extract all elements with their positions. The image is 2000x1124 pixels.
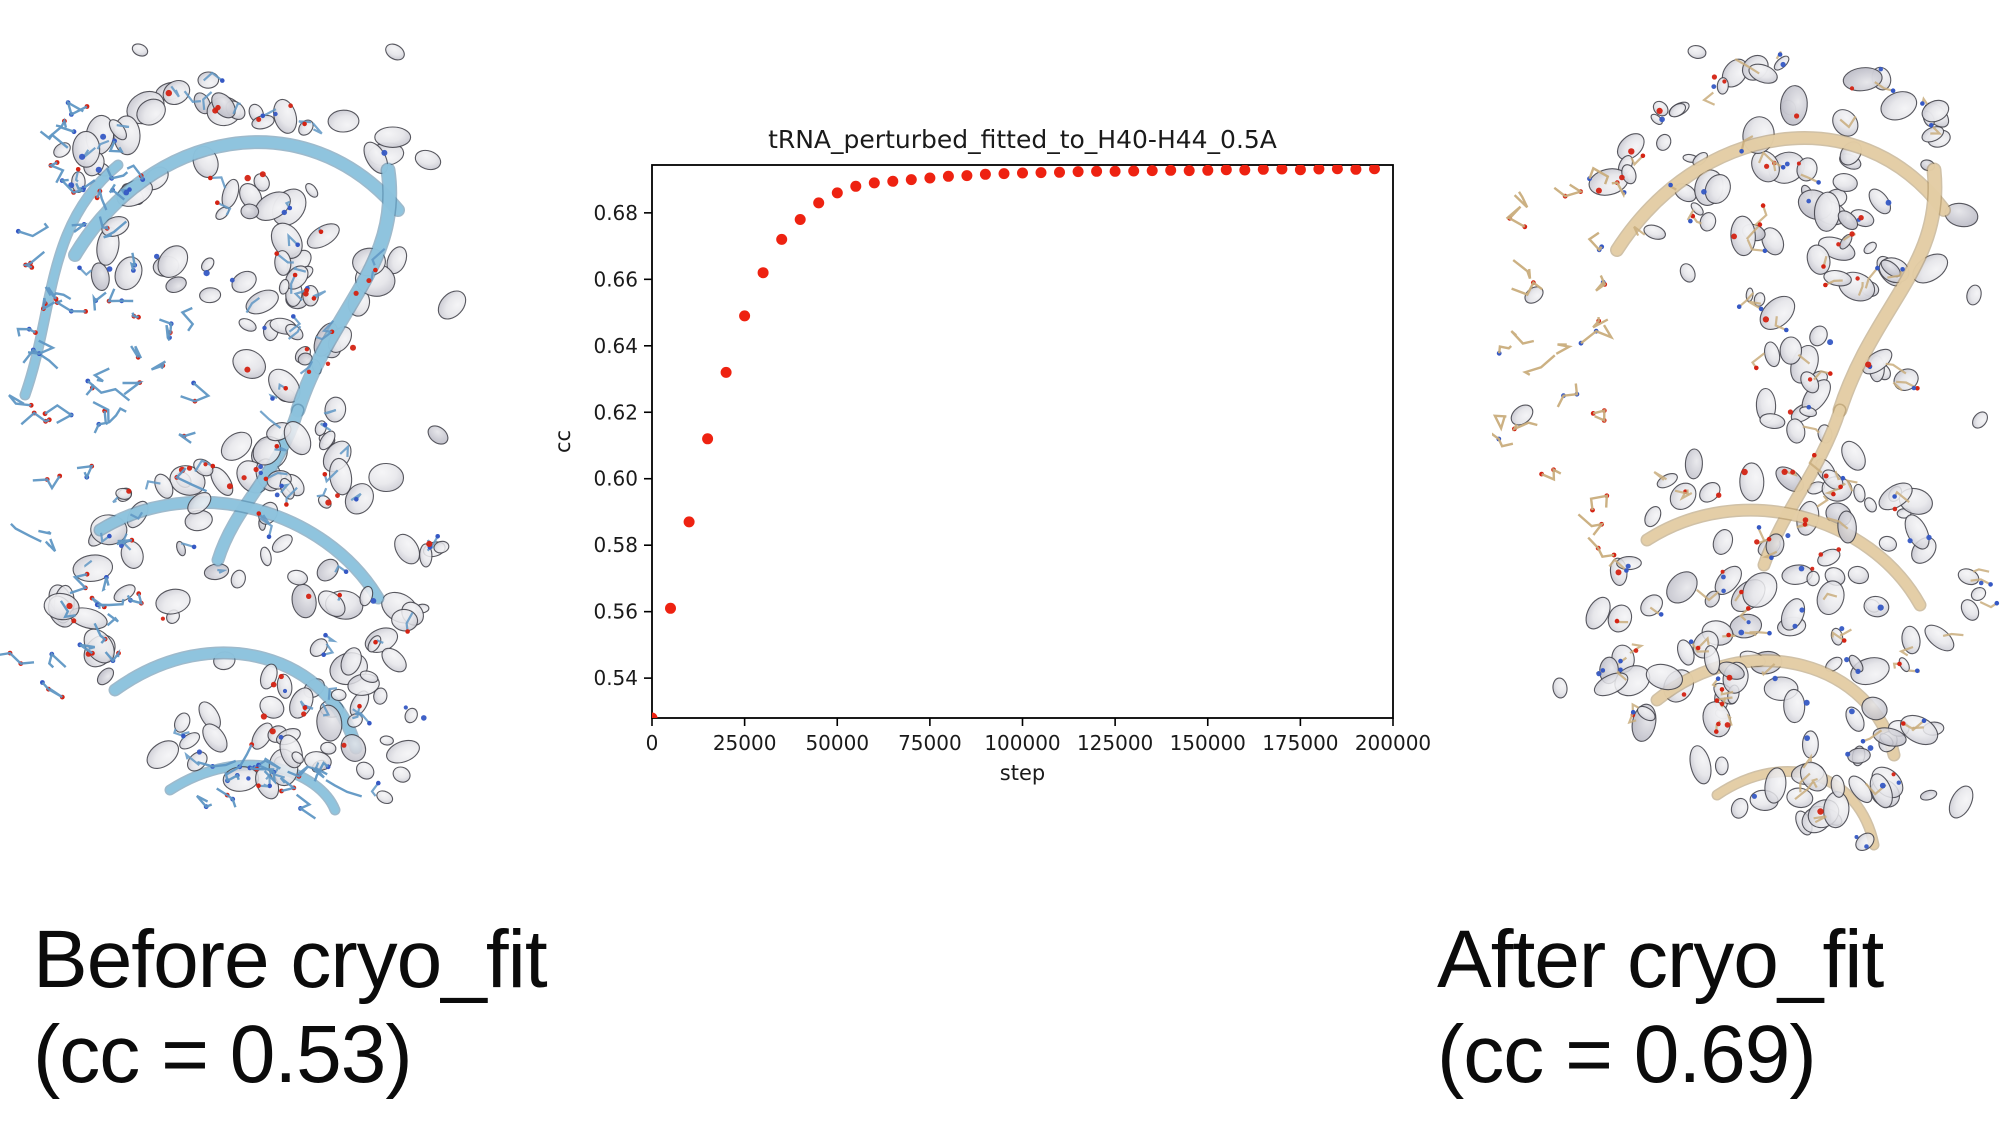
caption-after-line1: After cryo_fit — [1437, 914, 1884, 1005]
svg-text:0.66: 0.66 — [593, 267, 638, 291]
cc-convergence-chart: 0 25000 50000 75000 100000 125000 150000 175000… — [551, 125, 1431, 785]
svg-text:0.60: 0.60 — [593, 467, 638, 491]
svg-text:0.56: 0.56 — [593, 600, 638, 624]
svg-text:tRNA_perturbed_fitted_to_H40-H: tRNA_perturbed_fitted_to_H40-H44_0.5A — [768, 125, 1277, 154]
molecule-after-rendering — [1492, 45, 2000, 852]
svg-text:200000: 200000 — [1355, 731, 1431, 755]
svg-text:175000: 175000 — [1262, 731, 1338, 755]
svg-text:0.68: 0.68 — [593, 201, 638, 225]
svg-text:0.54: 0.54 — [593, 666, 638, 690]
svg-text:0.64: 0.64 — [593, 334, 638, 358]
svg-text:25000: 25000 — [713, 731, 777, 755]
caption-after: After cryo_fit (cc = 0.69) — [1437, 912, 1884, 1102]
caption-before-line2: (cc = 0.53) — [33, 1009, 413, 1101]
svg-text:step: step — [1000, 761, 1045, 785]
caption-after-line2: (cc = 0.69) — [1437, 1009, 1817, 1101]
svg-text:75000: 75000 — [898, 731, 962, 755]
svg-text:50000: 50000 — [805, 731, 869, 755]
caption-before-line1: Before cryo_fit — [33, 914, 548, 1005]
svg-text:0.62: 0.62 — [593, 400, 638, 424]
caption-before: Before cryo_fit (cc = 0.53) — [33, 912, 548, 1102]
molecule-before-rendering — [0, 43, 467, 820]
svg-text:0: 0 — [646, 731, 659, 755]
svg-text:0.58: 0.58 — [593, 533, 638, 557]
svg-text:100000: 100000 — [984, 731, 1060, 755]
svg-text:150000: 150000 — [1170, 731, 1246, 755]
svg-text:cc: cc — [551, 430, 575, 453]
svg-text:125000: 125000 — [1077, 731, 1153, 755]
